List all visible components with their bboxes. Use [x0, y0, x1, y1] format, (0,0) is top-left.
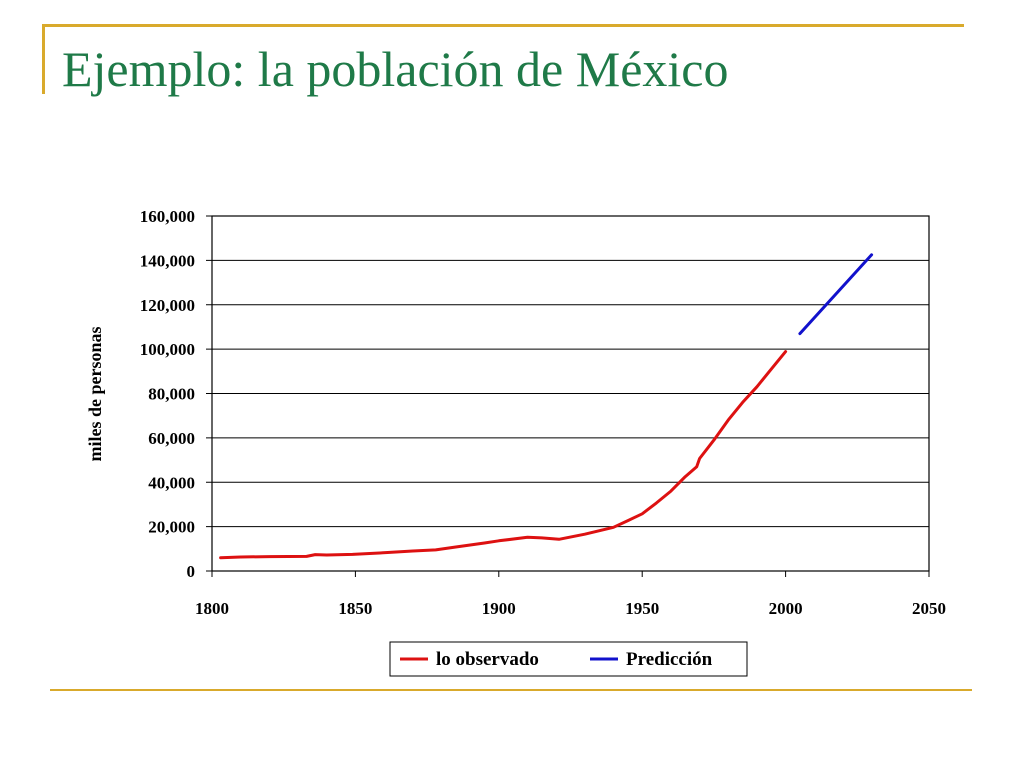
- x-tick-label: 1950: [625, 599, 659, 618]
- y-tick-label: 20,000: [148, 518, 195, 537]
- y-tick-label: 0: [187, 562, 196, 581]
- y-tick-label: 120,000: [140, 296, 195, 315]
- x-tick-label: 1800: [195, 599, 229, 618]
- y-tick-label: 100,000: [140, 340, 195, 359]
- y-axis-label: miles de personas: [85, 327, 105, 462]
- grid-lines: [212, 259, 929, 528]
- chart-axes: 0 20,000 40,000 60,000 80,000 100,000 120,000 1…: [140, 207, 946, 618]
- y-tick-label: 60,000: [148, 429, 195, 448]
- y-tick-label: 140,000: [140, 251, 195, 270]
- chart-legend: lo observado Predicción: [389, 641, 748, 677]
- legend-label-predicted: Predicción: [626, 649, 713, 670]
- x-tick-label: 1900: [482, 599, 516, 618]
- x-tick-label: 1850: [338, 599, 372, 618]
- slide-title: Ejemplo: la población de México: [62, 41, 729, 97]
- y-tick-label: 160,000: [140, 207, 195, 226]
- x-tick-label: 2050: [912, 599, 946, 618]
- legend-label-observed: lo observado: [436, 649, 539, 670]
- series-line-predicted: [798, 253, 874, 336]
- bottom-accent-rule: [50, 689, 972, 691]
- series-line-observed: [219, 350, 788, 560]
- y-tick-label: 80,000: [148, 385, 195, 404]
- y-tick-label: 40,000: [148, 473, 195, 492]
- x-tick-label: 2000: [769, 599, 803, 618]
- legend-box: [389, 641, 748, 677]
- top-accent-rule: [42, 24, 964, 27]
- left-accent-rule: [42, 24, 45, 94]
- chart-series: [219, 253, 874, 560]
